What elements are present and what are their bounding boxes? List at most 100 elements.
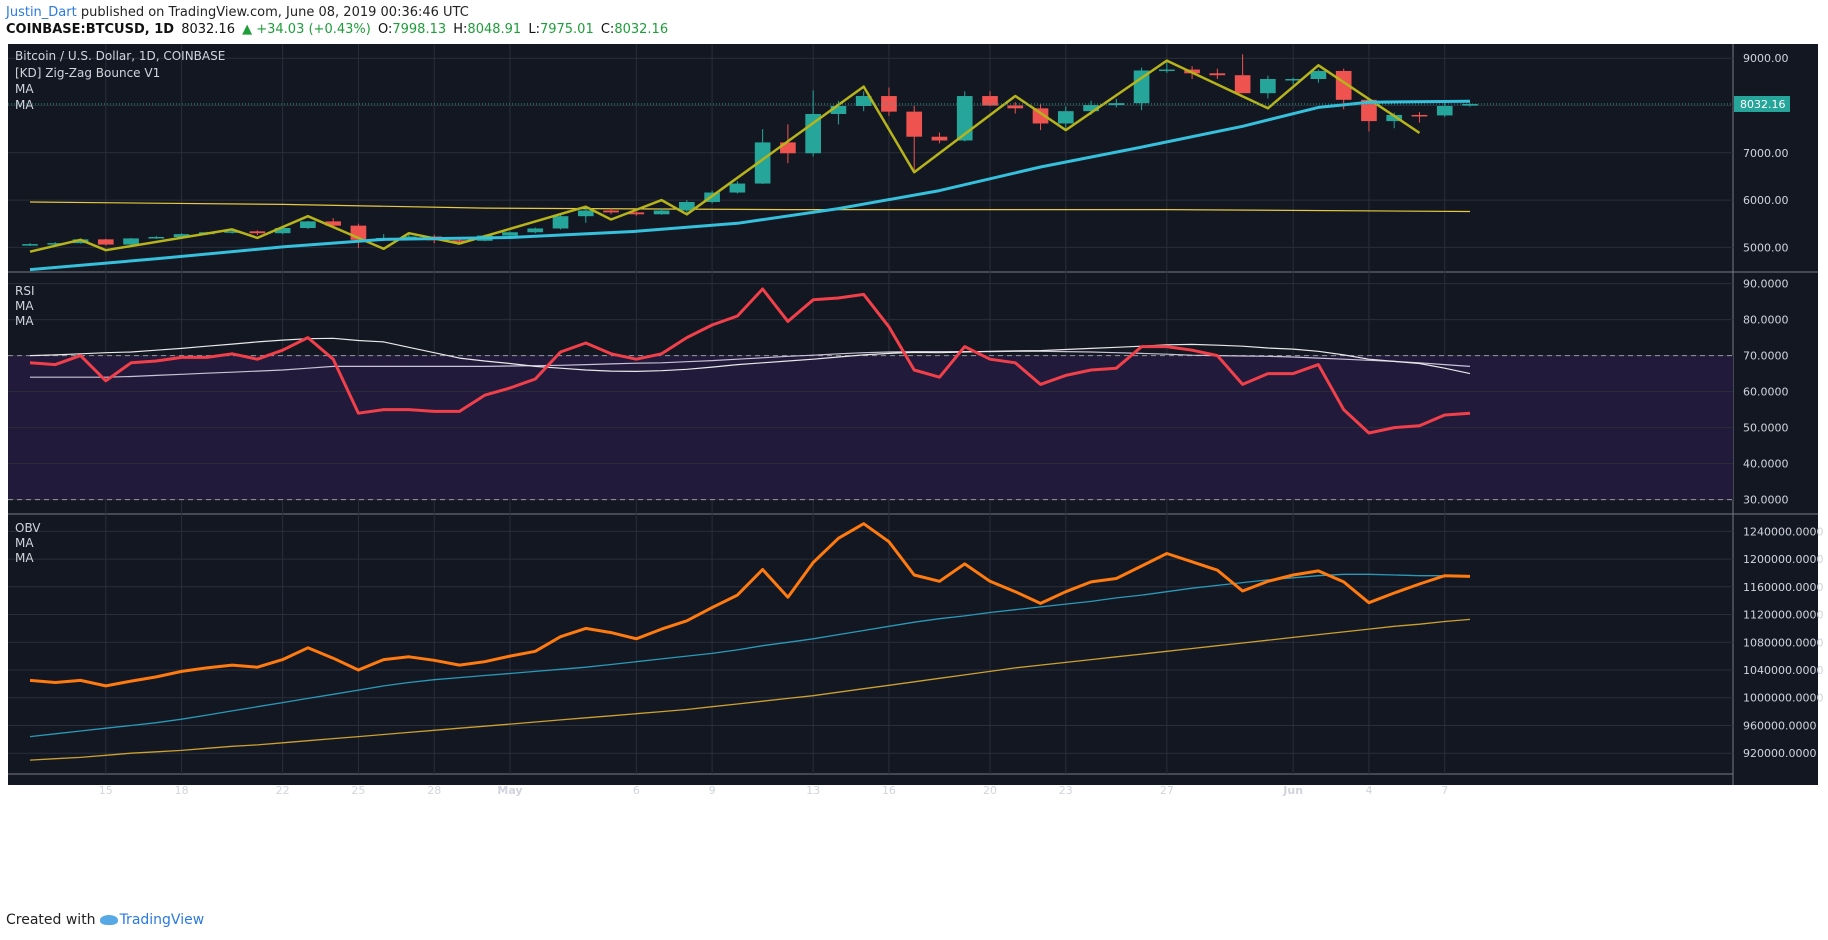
price-pane-legend-item: MA — [15, 98, 34, 112]
candle[interactable] — [1108, 98, 1125, 108]
candle[interactable] — [97, 238, 114, 246]
x-tick-label: 6 — [633, 784, 640, 797]
obv-pane-legend-item: MA — [15, 551, 34, 565]
y-tick-label: 920000.0000 — [1743, 747, 1816, 760]
y-tick-label: 9000.00 — [1743, 52, 1789, 65]
y-tick-label: 70.0000 — [1743, 350, 1789, 363]
candle[interactable] — [754, 129, 771, 185]
candle[interactable] — [577, 207, 594, 223]
candle-body — [123, 238, 139, 245]
candle[interactable] — [502, 231, 518, 237]
rsi-pane-legend-item: RSI — [15, 284, 35, 298]
tradingview-logo-icon — [99, 915, 118, 925]
y-tick-label: 1160000.0000 — [1743, 581, 1823, 594]
candle[interactable] — [1032, 104, 1049, 131]
y-tick-label: 7000.00 — [1743, 147, 1789, 160]
rsi-line — [29, 287, 1471, 435]
candle[interactable] — [249, 230, 266, 236]
candle-body — [1159, 69, 1175, 72]
candle[interactable] — [729, 181, 746, 194]
candle[interactable] — [1234, 54, 1251, 94]
candle[interactable] — [148, 236, 165, 239]
low-value: 7975.01 — [539, 22, 594, 37]
y-tick-label: 30.0000 — [1743, 494, 1789, 507]
rsi-pane-legend-item: MA — [15, 314, 34, 328]
candle-body — [72, 239, 89, 244]
candle-body — [931, 136, 948, 141]
candle[interactable] — [982, 91, 998, 106]
y-tick-label: 60.0000 — [1743, 386, 1789, 399]
candle-body — [906, 111, 923, 137]
candle-body — [956, 96, 973, 141]
y-tick-label: 6000.00 — [1743, 194, 1789, 207]
candle[interactable] — [1260, 75, 1276, 99]
y-tick-label: 1200000.0000 — [1743, 553, 1823, 566]
candle-body — [679, 201, 695, 211]
candle[interactable] — [653, 208, 670, 215]
author-link[interactable]: Justin_Dart — [6, 5, 77, 20]
x-tick-label: 27 — [1160, 784, 1174, 797]
candle-body — [224, 231, 240, 233]
candle[interactable] — [300, 220, 316, 229]
candle[interactable] — [552, 214, 569, 230]
created-with-text: Created with — [6, 912, 96, 928]
candle[interactable] — [1436, 100, 1453, 117]
candle-body — [754, 142, 771, 184]
y-tick-label: 90.0000 — [1743, 278, 1789, 291]
rsi-ma2-line — [30, 350, 1471, 378]
candle[interactable] — [679, 200, 695, 213]
candle[interactable] — [1209, 68, 1226, 80]
y-tick-label: 40.0000 — [1743, 458, 1789, 471]
obv-pane-legend-item: OBV — [15, 521, 41, 535]
candle-body — [451, 240, 468, 242]
candle[interactable] — [1285, 77, 1301, 85]
candle[interactable] — [881, 87, 897, 116]
publish-info: published on TradingView.com, June 08, 2… — [80, 5, 469, 20]
candle-body — [881, 96, 897, 112]
candle[interactable] — [780, 124, 796, 164]
candle[interactable] — [1159, 60, 1175, 73]
candle[interactable] — [1411, 112, 1428, 123]
candle[interactable] — [123, 237, 139, 246]
candle-body — [1234, 75, 1251, 94]
candle-body — [729, 183, 746, 193]
candle[interactable] — [1133, 67, 1150, 111]
candle[interactable] — [906, 105, 923, 173]
last-price-label: 8032.16 — [1740, 98, 1786, 111]
candle[interactable] — [1057, 106, 1074, 130]
candle[interactable] — [931, 132, 948, 144]
candle[interactable] — [1007, 102, 1024, 114]
candle[interactable] — [1310, 69, 1327, 83]
rsi-pane-legend-item: MA — [15, 299, 34, 313]
obv-pane-legend-item: MA — [15, 536, 34, 550]
y-tick-label: 1120000.0000 — [1743, 609, 1823, 622]
candle-body — [830, 105, 847, 115]
candle[interactable] — [603, 208, 619, 215]
zigzag-line — [29, 59, 1421, 253]
candle-body — [1083, 105, 1099, 112]
tradingview-link[interactable]: TradingView — [119, 912, 205, 928]
candle[interactable] — [22, 243, 38, 246]
candle-body — [855, 96, 872, 106]
x-tick-label: 23 — [1059, 784, 1073, 797]
y-tick-label: 1040000.0000 — [1743, 664, 1823, 677]
candle-body — [527, 228, 544, 233]
candle-body — [300, 221, 316, 229]
y-tick-label: 5000.00 — [1743, 241, 1789, 254]
candle[interactable] — [1361, 98, 1377, 132]
x-tick-label: 22 — [276, 784, 290, 797]
high-value: 8048.91 — [467, 22, 522, 37]
trading-chart[interactable]: 1518222528May691316202327Jun479000.00800… — [0, 44, 1828, 900]
candle-body — [274, 228, 291, 234]
candle[interactable] — [527, 227, 544, 234]
candle-body — [97, 239, 114, 245]
candle[interactable] — [628, 211, 645, 216]
candle-body — [1411, 114, 1428, 117]
close-value: 8032.16 — [614, 22, 669, 37]
candle-body — [1386, 114, 1403, 122]
candle[interactable] — [1462, 103, 1478, 107]
candle[interactable] — [325, 218, 341, 227]
candle[interactable] — [224, 230, 240, 234]
candle[interactable] — [855, 91, 872, 112]
ma-fast-line — [29, 99, 1471, 272]
